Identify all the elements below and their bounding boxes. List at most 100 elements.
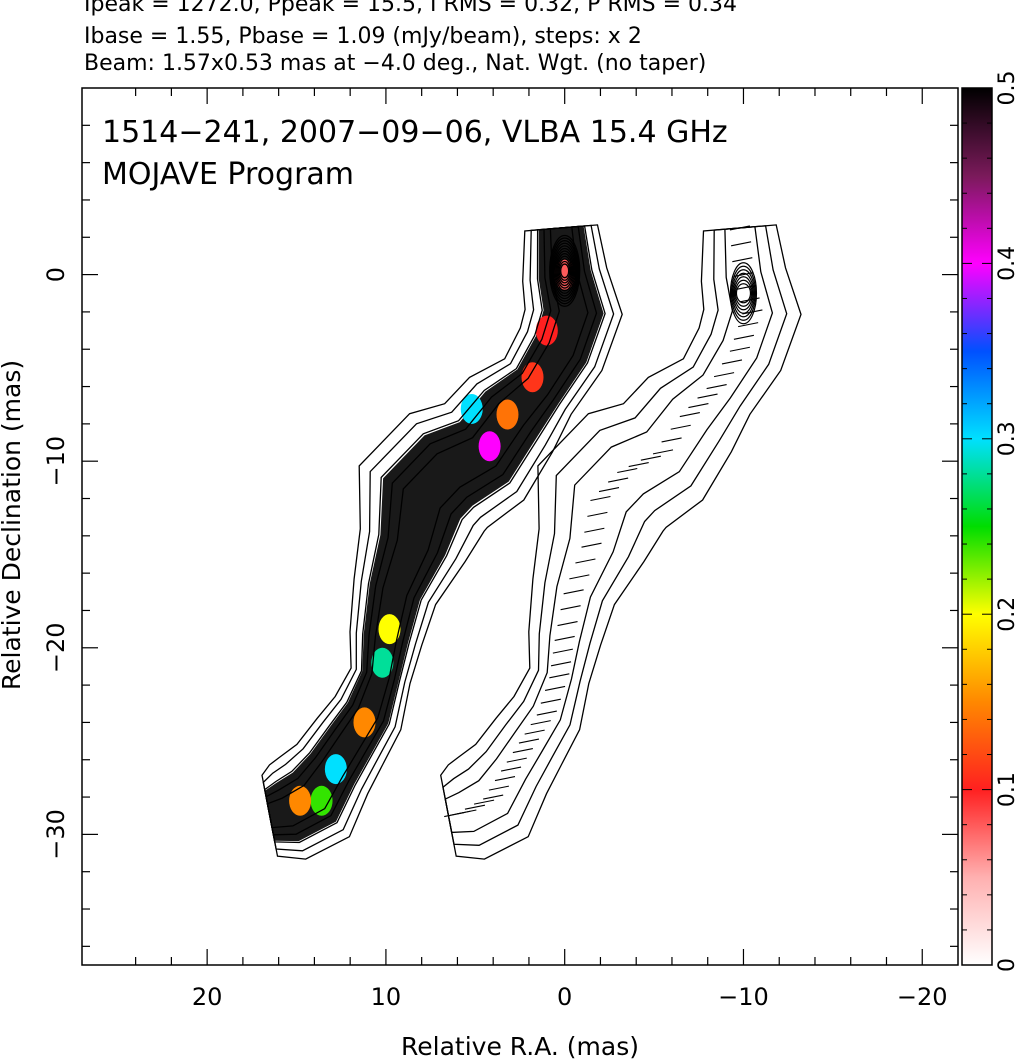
intensity-panel	[261, 224, 623, 860]
evpa-stick	[518, 738, 540, 744]
polarization-component	[378, 614, 401, 645]
colorbar-tick-label: 0.5	[995, 71, 1020, 106]
evpa-stick	[584, 527, 605, 533]
evpa-stick	[706, 384, 727, 390]
evpa-stick	[554, 635, 575, 641]
evpa-stick	[444, 811, 465, 818]
intensity-contour	[262, 224, 615, 852]
colorbar	[961, 87, 993, 966]
y-tick-label: 0	[42, 267, 70, 282]
x-tick-label: 0	[557, 983, 572, 1011]
y-tick-label: −20	[42, 622, 70, 673]
polarized-contour	[444, 226, 774, 834]
core-contour	[559, 260, 571, 281]
polarization-fill	[264, 226, 604, 842]
polarized-core-contour	[734, 279, 753, 307]
polarized-core-contour	[729, 262, 758, 325]
core-contour	[558, 258, 572, 284]
polarization-component	[478, 431, 501, 462]
evpa-stick	[598, 487, 620, 493]
chart-subtitle: MOJAVE Program	[102, 157, 354, 192]
evpa-stick	[697, 393, 718, 399]
polarization-component	[460, 393, 483, 424]
polarization-component	[521, 362, 544, 393]
core-contour	[550, 237, 580, 305]
x-tick-label: −20	[897, 983, 948, 1011]
polarization-component	[371, 647, 394, 678]
evpa-stick	[540, 698, 561, 704]
evpa-stick	[512, 748, 533, 754]
core-contour	[549, 234, 581, 307]
evpa-stick	[733, 272, 754, 278]
core-contour	[554, 247, 576, 294]
intensity-contour	[266, 226, 589, 829]
evpa-stick	[557, 620, 578, 627]
evpa-stick	[483, 794, 504, 800]
evpa-stick	[628, 462, 649, 468]
polarization-component	[535, 315, 558, 346]
x-tick-label: 10	[371, 983, 402, 1011]
evpa-stick	[608, 477, 629, 483]
header-line-1: Ipeak = 1272.0, Ppeak = 15.5, I RMS = 0.…	[84, 0, 737, 17]
axes: 20 10 0 −10 −20 0 −10 −20 −30	[42, 88, 958, 1011]
polarized-core-contour	[735, 283, 752, 304]
evpa-stick	[536, 710, 557, 716]
plot-frame	[81, 87, 959, 966]
core-contour	[553, 245, 577, 297]
core-contour	[560, 263, 570, 279]
evpa-stick	[729, 346, 751, 352]
polarized-core-contour	[730, 265, 757, 321]
core-contour	[551, 240, 579, 302]
core-contour	[557, 255, 573, 287]
colorbar-ticks: 0 0.1 0.2 0.3 0.4 0.5	[962, 71, 1020, 972]
header-line-2: Ibase = 1.55, Pbase = 1.09 (mJy/beam), s…	[84, 24, 642, 49]
x-tick-label: −10	[718, 983, 769, 1011]
polarization-component	[496, 399, 519, 430]
evpa-stick	[473, 799, 495, 805]
evpa-stick	[721, 359, 743, 365]
colorbar-tick-label: 0.2	[995, 597, 1020, 632]
polarization-panel	[440, 224, 802, 860]
y-tick-label: −10	[42, 436, 70, 487]
evpa-stick	[739, 297, 760, 303]
x-axis-label: Relative R.A. (mas)	[401, 1032, 639, 1061]
evpa-stick	[732, 257, 753, 263]
evpa-stick	[679, 412, 700, 418]
colorbar-tick-label: 0	[995, 958, 1020, 972]
evpa-stick	[530, 720, 551, 726]
evpa-stick	[563, 589, 584, 595]
x-tick-label: 20	[192, 983, 223, 1011]
polarization-component	[353, 707, 376, 738]
evpa-stick	[729, 225, 751, 231]
evpa-stick	[742, 309, 763, 315]
evpa-stick	[733, 334, 755, 340]
evpa-stick	[544, 685, 566, 692]
header-line-3: Beam: 1.57x0.53 mas at −4.0 deg., Nat. W…	[84, 51, 707, 76]
evpa-stick	[731, 241, 752, 247]
evpa-stick	[524, 729, 545, 735]
polarized-contour	[442, 225, 788, 846]
y-tick-label: −30	[42, 809, 70, 860]
polarized-core-contour	[731, 269, 756, 318]
evpa-stick	[488, 785, 510, 791]
evpa-stick	[652, 449, 674, 455]
core-contour	[552, 242, 578, 300]
evpa-stick	[500, 766, 522, 772]
polarization-component	[310, 785, 333, 816]
evpa-stick	[552, 648, 573, 654]
evpa-stick	[661, 437, 682, 443]
chart-title: 1514−241, 2007−09−06, VLBA 15.4 GHz	[102, 115, 728, 150]
evpa-stick	[494, 776, 516, 782]
evpa-stick	[560, 605, 581, 611]
colorbar-tick-label: 0.3	[995, 421, 1020, 456]
polarization-component	[324, 754, 347, 785]
core-contour	[556, 253, 574, 289]
intensity-contour	[261, 224, 623, 860]
polarization-component	[289, 785, 312, 816]
evpa-stick	[506, 757, 527, 763]
evpa-stick	[464, 804, 486, 810]
evpa-stick	[617, 467, 638, 474]
colorbar-tick-label: 0.1	[995, 772, 1020, 807]
evpa-stick	[569, 574, 590, 580]
